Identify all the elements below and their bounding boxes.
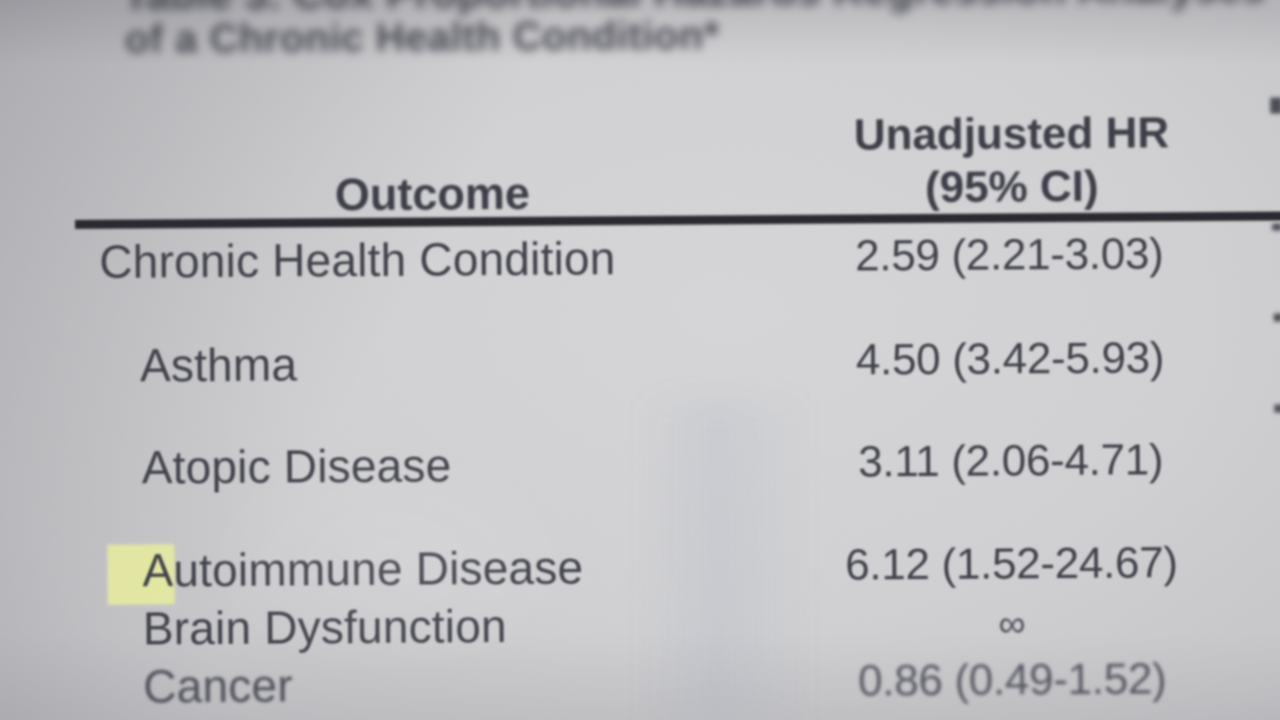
column-header-unadjusted-hr: Unadjusted HR (95% CI) [813, 106, 1210, 215]
cropped-adjacent-column-fragment [1272, 223, 1280, 231]
row-value-chronic-health-condition: 2.59 (2.21-3.03) [854, 229, 1164, 281]
paper-sheen [180, 430, 600, 690]
table-header-rule [75, 211, 1280, 229]
paper-shadow-streak [640, 400, 810, 720]
row-outcome-asthma: Asthma [139, 338, 298, 392]
table-title-line2: of a Chronic Health Condition* [124, 13, 720, 62]
column-header-outcome: Outcome [334, 167, 531, 221]
cropped-adjacent-column-fragment [1273, 313, 1280, 322]
row-value-cancer: 0.86 (0.49-1.52) [857, 654, 1167, 706]
row-outcome-chronic-health-condition: Chronic Health Condition [99, 232, 616, 288]
row-value-atopic-disease: 3.11 (2.06-4.71) [858, 435, 1164, 487]
cropped-adjacent-column-fragment [1270, 97, 1280, 114]
cropped-adjacent-column-fragment [1274, 404, 1280, 413]
column-header-unadjusted-hr-line2: (95% CI) [924, 161, 1099, 213]
column-header-unadjusted-hr-line1: Unadjusted HR [853, 108, 1170, 160]
row-value-autoimmune-disease: 6.12 (1.52-24.67) [845, 538, 1178, 590]
row-value-asthma: 4.50 (3.42-5.93) [855, 333, 1165, 385]
row-value-brain-dysfunction-infinity: ∞ [998, 603, 1026, 646]
